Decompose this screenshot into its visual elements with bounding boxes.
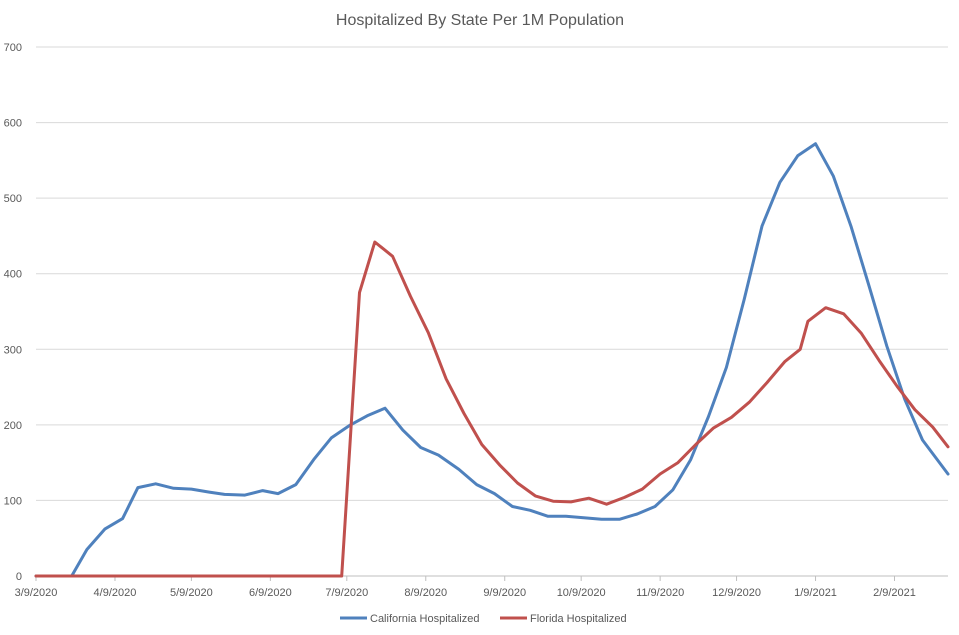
y-tick-label: 300: [4, 344, 22, 356]
x-tick-label: 3/9/2020: [15, 587, 58, 599]
y-axis: 0 100 200 300 400 500 600 700: [4, 42, 22, 583]
legend: California Hospitalized Florida Hospitali…: [340, 613, 627, 625]
x-tick-label: 12/9/2020: [712, 587, 761, 599]
x-tick-label: 1/9/2021: [794, 587, 837, 599]
y-tick-label: 700: [4, 42, 22, 54]
y-tick-label: 500: [4, 193, 22, 205]
grid-layer: [36, 46, 948, 501]
y-tick-label: 200: [4, 420, 22, 432]
y-tick-label: 100: [4, 495, 22, 507]
x-tick-label: 10/9/2020: [557, 587, 606, 599]
x-tick-label: 5/9/2020: [170, 587, 213, 599]
y-tick-label: 400: [4, 269, 22, 281]
legend-label-florida: Florida Hospitalized: [530, 613, 627, 625]
y-tick-label: 600: [4, 118, 22, 130]
x-tick-label: 7/9/2020: [325, 587, 368, 599]
x-tick-label: 4/9/2020: [94, 587, 137, 599]
series-line-florida: [34, 240, 950, 578]
x-tick-label: 8/9/2020: [404, 587, 447, 599]
legend-label-california: California Hospitalized: [370, 613, 479, 625]
series-line-california: [34, 142, 950, 578]
chart-title: Hospitalized By State Per 1M Population: [336, 12, 624, 29]
y-tick-label: 0: [16, 571, 22, 583]
x-tick-label: 9/9/2020: [483, 587, 526, 599]
series-layer: [34, 142, 950, 578]
x-tick-label: 2/9/2021: [873, 587, 916, 599]
x-tick-label: 6/9/2020: [249, 587, 292, 599]
x-axis: 3/9/2020 4/9/2020 5/9/2020 6/9/2020 7/9/2020…: [15, 575, 948, 599]
x-tick-label: 11/9/2020: [636, 587, 684, 599]
